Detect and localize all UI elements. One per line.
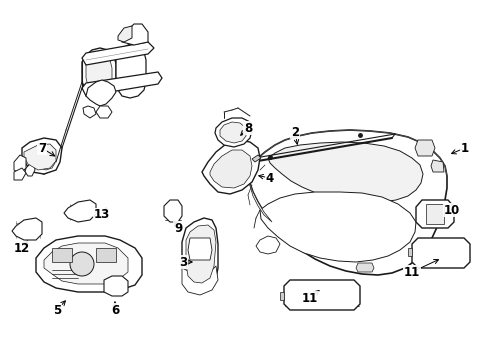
Polygon shape bbox=[268, 142, 423, 202]
Polygon shape bbox=[34, 153, 55, 170]
Polygon shape bbox=[24, 144, 56, 170]
Polygon shape bbox=[215, 118, 252, 147]
Polygon shape bbox=[182, 266, 218, 295]
Text: 3: 3 bbox=[179, 256, 187, 269]
Text: 2: 2 bbox=[291, 126, 299, 139]
Text: 10: 10 bbox=[444, 203, 460, 216]
Polygon shape bbox=[210, 150, 252, 188]
Polygon shape bbox=[22, 138, 62, 174]
Polygon shape bbox=[412, 238, 470, 268]
Polygon shape bbox=[64, 200, 96, 222]
Text: 7: 7 bbox=[38, 141, 46, 154]
Polygon shape bbox=[116, 44, 146, 98]
Text: 13: 13 bbox=[94, 208, 110, 221]
Polygon shape bbox=[14, 155, 26, 174]
Polygon shape bbox=[52, 248, 72, 262]
Polygon shape bbox=[186, 225, 216, 283]
Polygon shape bbox=[86, 80, 116, 106]
Polygon shape bbox=[82, 48, 116, 98]
Text: 9: 9 bbox=[174, 221, 182, 234]
Circle shape bbox=[70, 252, 94, 276]
Polygon shape bbox=[188, 238, 212, 260]
Polygon shape bbox=[120, 24, 148, 45]
Polygon shape bbox=[260, 192, 416, 262]
Polygon shape bbox=[431, 160, 444, 172]
Polygon shape bbox=[256, 236, 280, 254]
Polygon shape bbox=[83, 106, 96, 118]
Polygon shape bbox=[202, 140, 260, 194]
Polygon shape bbox=[220, 122, 246, 143]
Polygon shape bbox=[25, 164, 35, 176]
Text: 6: 6 bbox=[111, 303, 119, 316]
Polygon shape bbox=[36, 236, 142, 292]
Polygon shape bbox=[248, 175, 272, 222]
Polygon shape bbox=[14, 168, 26, 180]
Polygon shape bbox=[118, 26, 132, 42]
Text: 1: 1 bbox=[461, 141, 469, 154]
Polygon shape bbox=[416, 200, 454, 228]
Polygon shape bbox=[248, 130, 447, 275]
Text: 5: 5 bbox=[53, 303, 61, 316]
Polygon shape bbox=[182, 218, 218, 290]
Text: 4: 4 bbox=[266, 171, 274, 184]
Polygon shape bbox=[82, 72, 162, 96]
Polygon shape bbox=[252, 155, 261, 162]
Polygon shape bbox=[12, 218, 42, 240]
Text: 11: 11 bbox=[302, 292, 318, 305]
Polygon shape bbox=[82, 42, 154, 65]
Polygon shape bbox=[356, 263, 374, 272]
Polygon shape bbox=[284, 280, 360, 310]
Polygon shape bbox=[86, 52, 112, 93]
Polygon shape bbox=[426, 204, 444, 224]
Text: 11: 11 bbox=[404, 266, 420, 279]
Polygon shape bbox=[415, 140, 435, 156]
Polygon shape bbox=[164, 200, 182, 222]
Polygon shape bbox=[28, 147, 60, 174]
Polygon shape bbox=[44, 243, 128, 284]
Text: 12: 12 bbox=[14, 242, 30, 255]
Polygon shape bbox=[280, 292, 284, 300]
Polygon shape bbox=[408, 248, 412, 256]
Text: 8: 8 bbox=[244, 122, 252, 135]
Polygon shape bbox=[96, 248, 116, 262]
Polygon shape bbox=[96, 106, 112, 118]
Polygon shape bbox=[104, 276, 128, 296]
